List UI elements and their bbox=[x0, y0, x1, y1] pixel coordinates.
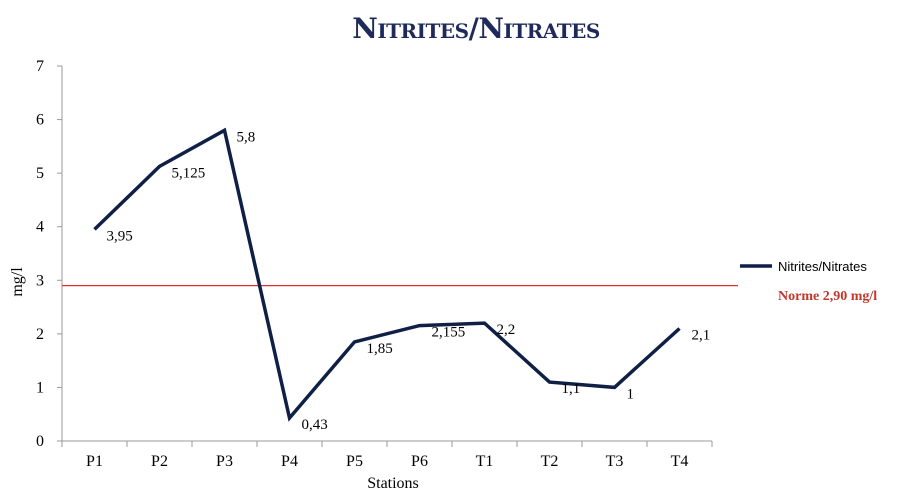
data-label-p4: 0,43 bbox=[302, 417, 328, 433]
data-label-t2: 1,1 bbox=[562, 381, 581, 397]
y-tick-label: 5 bbox=[36, 165, 44, 182]
x-tick-label-t3: T3 bbox=[606, 453, 624, 470]
x-tick-label-p4: P4 bbox=[281, 453, 298, 470]
chart-title: Nitrites/Nitrates bbox=[352, 12, 600, 45]
data-label-p3: 5,8 bbox=[237, 129, 256, 145]
data-label-t3: 1 bbox=[627, 386, 635, 402]
x-axis-ticks: P1 P2 P3 P4 P5 P6 T1 T2 T3 T4 bbox=[61, 441, 713, 470]
x-tick-label-p3: P3 bbox=[216, 453, 233, 470]
y-axis-ticks: 0 1 2 3 4 5 6 7 bbox=[36, 58, 62, 450]
y-tick-label: 4 bbox=[36, 219, 44, 236]
y-tick-label: 1 bbox=[36, 379, 44, 396]
legend: Nitrites/Nitrates Norme 2,90 mg/l bbox=[740, 259, 877, 304]
x-tick-label-t4: T4 bbox=[671, 453, 689, 470]
series-line-nitrites-nitrates bbox=[93, 127, 681, 422]
y-tick-label: 0 bbox=[36, 433, 44, 450]
x-tick-label-t2: T2 bbox=[541, 453, 559, 470]
x-tick-label-p2: P2 bbox=[151, 453, 168, 470]
x-tick-label-p5: P5 bbox=[346, 453, 363, 470]
data-label-t1: 2,2 bbox=[497, 322, 516, 338]
x-tick-label-t1: T1 bbox=[476, 453, 494, 470]
y-tick-label: 7 bbox=[36, 58, 44, 75]
y-tick-label: 2 bbox=[36, 326, 44, 343]
legend-label-nitrites-nitrates: Nitrites/Nitrates bbox=[778, 259, 867, 274]
legend-label-norme: Norme 2,90 mg/l bbox=[778, 289, 877, 304]
data-label-t4: 2,1 bbox=[692, 328, 711, 344]
y-tick-label: 6 bbox=[36, 112, 44, 129]
data-label-p5: 1,85 bbox=[367, 341, 393, 357]
x-axis-title: Stations bbox=[367, 475, 419, 492]
y-tick-label: 3 bbox=[36, 272, 44, 289]
data-label-p2: 5,125 bbox=[172, 165, 206, 181]
x-tick-label-p6: P6 bbox=[411, 453, 428, 470]
y-axis-title: mg/l bbox=[9, 267, 26, 297]
data-label-p1: 3,95 bbox=[107, 228, 133, 244]
x-tick-label-p1: P1 bbox=[86, 453, 103, 470]
data-label-p6: 2,155 bbox=[432, 325, 466, 341]
data-labels: 3,95 5,125 5,8 0,43 1,85 2,155 2,2 1,1 1 2,1 bbox=[107, 129, 711, 433]
